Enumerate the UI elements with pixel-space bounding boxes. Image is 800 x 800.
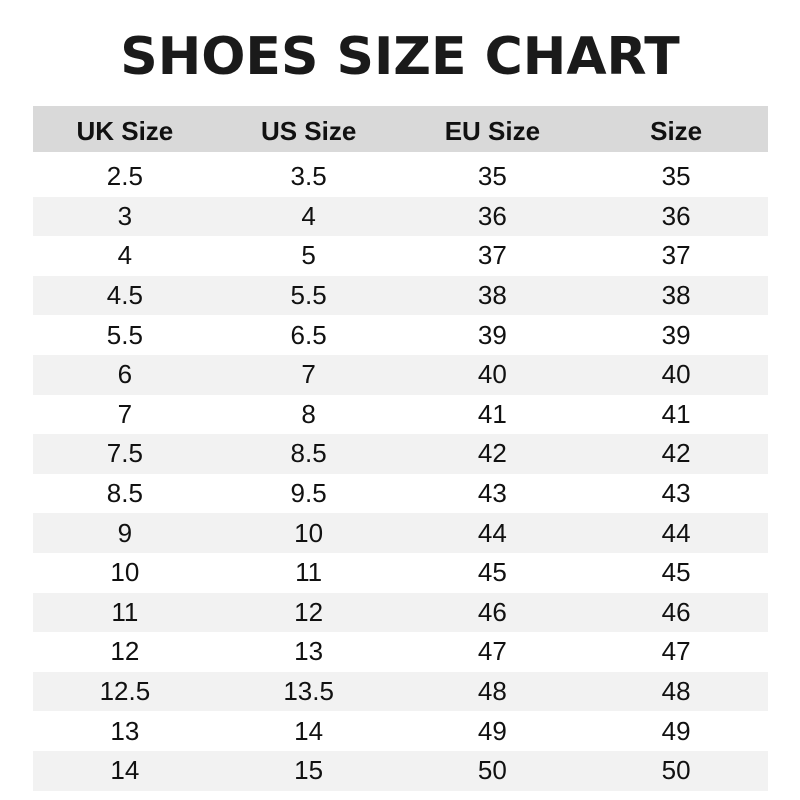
cell-us-size: 7	[301, 359, 316, 390]
table-row: 12.5 13.5 48 48	[33, 671, 768, 712]
cell-uk-size: 7	[117, 398, 133, 429]
cell-uk-size: 14	[110, 755, 140, 786]
cell-uk-size: 13	[110, 715, 140, 746]
cell-us-size: 5.5	[290, 280, 327, 311]
cell-eu-size: 43	[477, 478, 507, 509]
cell-uk-size: 11	[111, 596, 139, 627]
cell-size: 45	[661, 557, 691, 588]
table-row: 12 13 47 47	[33, 632, 768, 672]
header-us-size: US Size	[260, 116, 357, 146]
cell-size: 49	[661, 715, 691, 746]
table-row: 4.5 5.5 38 38	[33, 275, 768, 316]
cell-size: 47	[661, 636, 691, 667]
cell-size: 44	[661, 517, 691, 548]
cell-eu-size: 42	[477, 438, 507, 469]
cell-size: 38	[661, 280, 691, 311]
table-row: 7.5 8.5 42 42	[33, 434, 768, 474]
table-row: 2.5 3.5 35 35	[33, 157, 768, 197]
table-row: 6 7 40 40	[33, 354, 768, 395]
cell-size: 43	[661, 478, 691, 509]
cell-eu-size: 39	[477, 319, 507, 350]
size-table: UK Size US Size EU Size Size 2.5 3.5 35 35 3…	[33, 106, 768, 791]
cell-eu-size: 47	[477, 636, 507, 667]
cell-eu-size: 37	[477, 240, 507, 271]
cell-us-size: 12	[294, 596, 324, 627]
table-row: 5.5 6.5 39 39	[33, 315, 768, 355]
table-row: 4 5 37 37	[33, 236, 768, 276]
cell-eu-size: 35	[477, 161, 507, 192]
cell-size: 46	[661, 596, 691, 627]
cell-us-size: 11	[295, 557, 323, 588]
cell-eu-size: 38	[477, 280, 507, 311]
cell-eu-size: 44	[477, 517, 507, 548]
table-header-row: UK Size US Size EU Size Size	[33, 106, 768, 152]
table-row: 9 10 44 44	[33, 513, 768, 553]
cell-us-size: 5	[301, 240, 316, 271]
cell-us-size: 8.5	[290, 438, 327, 469]
cell-us-size: 13.5	[283, 676, 334, 707]
cell-us-size: 3.5	[290, 161, 327, 192]
header-uk-size: UK Size	[76, 116, 174, 146]
header-size: Size	[650, 116, 703, 146]
cell-us-size: 14	[294, 715, 324, 746]
cell-uk-size: 7.5	[106, 438, 143, 469]
cell-eu-size: 40	[477, 359, 507, 390]
cell-size: 35	[661, 161, 691, 192]
cell-us-size: 6.5	[290, 319, 327, 350]
cell-size: 42	[661, 438, 691, 469]
cell-eu-size: 49	[477, 715, 507, 746]
cell-eu-size: 50	[477, 755, 507, 786]
page-title: SHOES SIZE CHART	[120, 27, 680, 87]
cell-uk-size: 10	[110, 557, 140, 588]
cell-size: 41	[661, 398, 691, 429]
cell-uk-size: 12	[110, 636, 140, 667]
cell-uk-size: 4	[117, 240, 133, 271]
cell-uk-size: 9	[117, 517, 133, 548]
cell-eu-size: 36	[477, 200, 507, 231]
table-row: 8.5 9.5 43 43	[33, 474, 768, 514]
cell-uk-size: 3	[117, 200, 133, 231]
table-row: 7 8 41 41	[33, 395, 768, 435]
header-eu-size: EU Size	[444, 116, 541, 146]
cell-size: 36	[661, 200, 691, 231]
cell-us-size: 9.5	[290, 478, 327, 509]
cell-size: 40	[661, 359, 691, 390]
cell-uk-size: 12.5	[99, 676, 151, 707]
cell-size: 50	[661, 755, 691, 786]
cell-us-size: 10	[294, 517, 324, 548]
cell-eu-size: 41	[477, 398, 507, 429]
cell-uk-size: 4.5	[106, 280, 143, 311]
cell-size: 37	[661, 240, 691, 271]
table-row: 13 14 49 49	[33, 711, 768, 751]
cell-size: 39	[661, 319, 691, 350]
cell-us-size: 8	[301, 398, 316, 429]
cell-uk-size: 6	[117, 359, 133, 390]
table-row: 14 15 50 50	[33, 750, 768, 791]
cell-eu-size: 45	[477, 557, 507, 588]
table-row: 10 11 45 45	[33, 553, 768, 593]
cell-us-size: 15	[294, 755, 324, 786]
cell-eu-size: 48	[477, 676, 507, 707]
cell-us-size: 4	[301, 200, 316, 231]
cell-size: 48	[661, 676, 691, 707]
cell-uk-size: 8.5	[106, 478, 143, 509]
cell-uk-size: 2.5	[106, 161, 143, 192]
table-row: 11 12 46 46	[33, 592, 768, 633]
cell-us-size: 13	[294, 636, 324, 667]
table-row: 3 4 36 36	[33, 196, 768, 237]
table-body: 2.5 3.5 35 35 3 4 36 36 4 5 37 37 4.5 5.5 38 38 5.5 6.5 39…	[33, 157, 768, 791]
cell-uk-size: 5.5	[106, 319, 143, 350]
cell-eu-size: 46	[477, 596, 507, 627]
